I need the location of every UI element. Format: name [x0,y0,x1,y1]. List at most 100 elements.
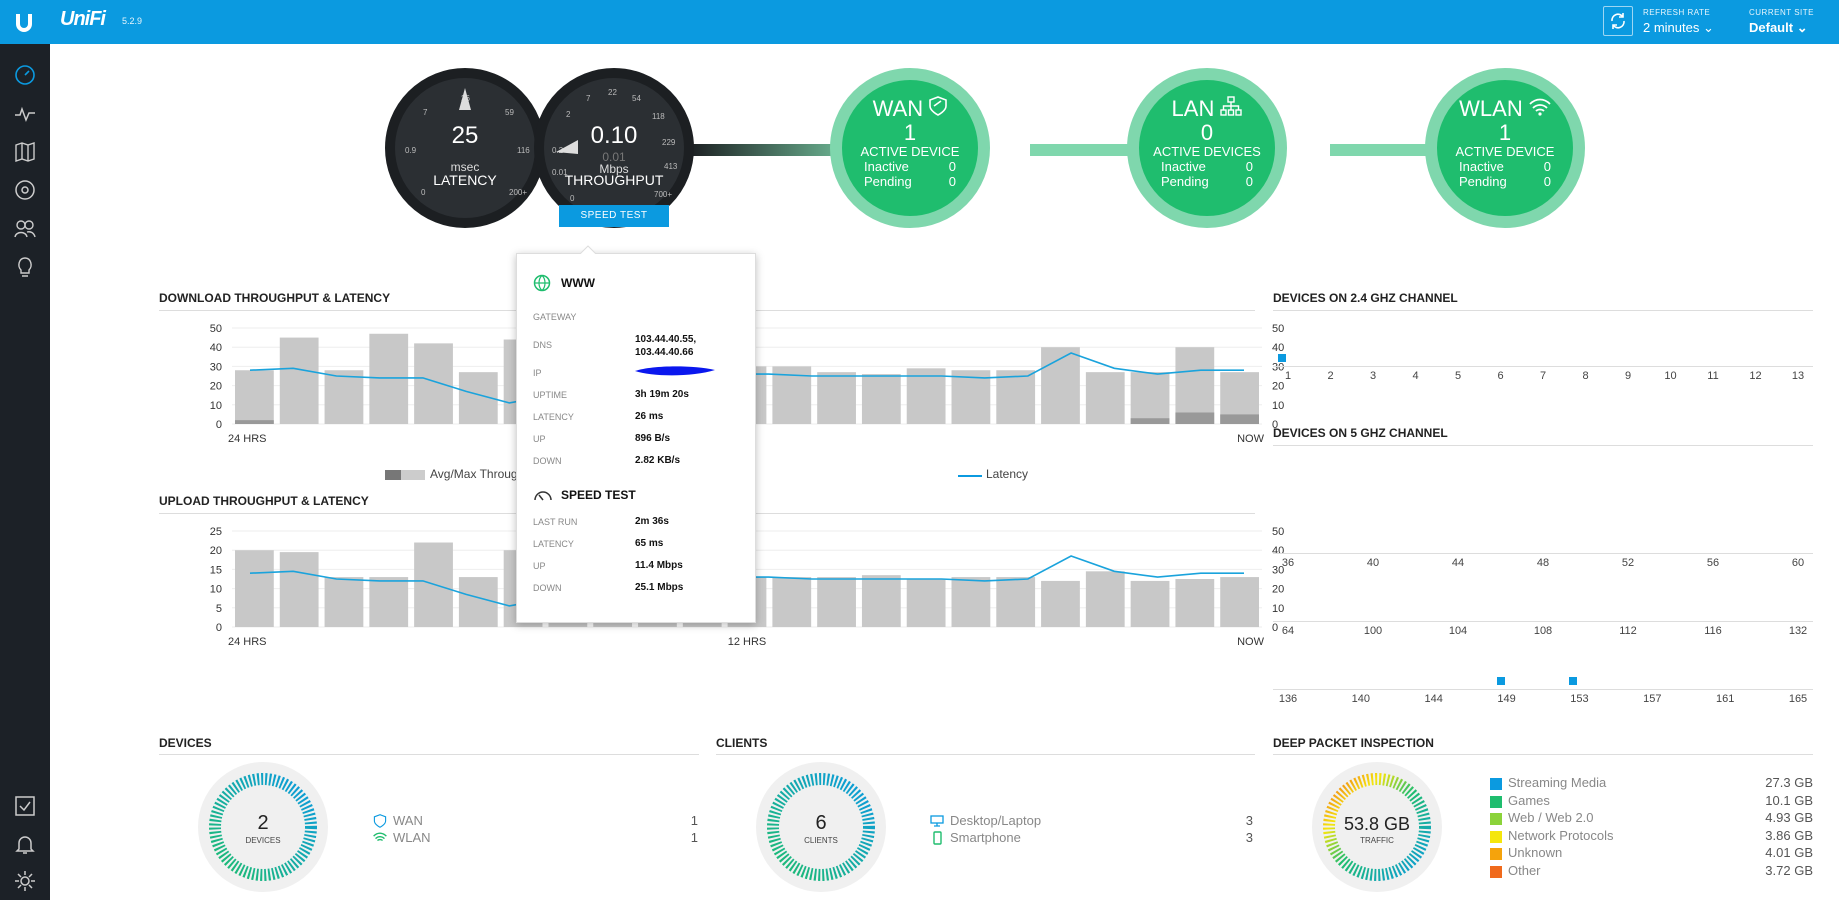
dpi-category-value: 4.01 GB [1765,845,1813,860]
channel-24-label: 11 [1707,370,1719,382]
y-tick-label: 10 [210,584,222,596]
wlan-count: 1 [1498,120,1512,145]
current-site-label: CURRENT SITE [1749,8,1814,17]
throughput-max-bar [1085,372,1125,424]
insights-icon[interactable] [13,255,37,279]
current-site-value: Default [1749,20,1794,35]
current-site-dropdown[interactable]: Default ⌄ [1749,20,1808,36]
tick-label: 0.01 [552,168,568,177]
y-tick-label: 0 [216,622,222,634]
tick-label: 0 [570,194,575,203]
alerts-check-icon[interactable] [13,794,37,818]
legend-throughput-label: Avg/Max Throug [430,467,518,481]
dpi-color-swatch [1490,795,1502,808]
throughput-max-bar [235,370,274,424]
dns-value-2: 103.44.40.66 [635,347,694,358]
channel-device-marker[interactable] [1569,677,1578,685]
throughput-avg-bar [1220,414,1259,424]
throughput-max-bar [1220,577,1259,627]
st-latency-label: LATENCY [533,539,574,549]
dpi-color-swatch [1490,848,1502,860]
channel-baseline [1273,366,1813,367]
devices-ring [209,773,317,881]
dns-value-1: 103.44.40.55, [635,334,697,345]
throughput-max-bar [235,550,274,627]
channel-baseline [1273,621,1813,622]
dpi-total: 53.8 GB [1343,814,1411,834]
throughput-max-bar [1130,372,1170,424]
pending-label: Pending [864,174,912,189]
throughput-max-bar [324,577,364,627]
dpi-category-value: 10.1 GB [1765,792,1813,808]
tick-label: 54 [632,94,641,103]
x-label: NOW [1237,636,1265,648]
pending-count: 0 [1543,174,1551,189]
shield-icon [373,814,387,828]
throughput-max-bar [772,577,812,627]
channel-24-label: 10 [1664,370,1677,382]
last-run-value: 2m 36s [635,516,669,527]
ubiquiti-logo-icon[interactable] [10,8,38,36]
x-label: 24 HRS [228,636,267,648]
uptime-value: 3h 19m 20s [635,389,689,400]
divider [1273,754,1813,755]
y2-tick-label: 10 [1272,603,1284,615]
devices-icon[interactable] [13,178,37,202]
refresh-rate-dropdown[interactable]: 2 minutes ⌄ [1643,20,1714,36]
channel-5-label: 165 [1788,693,1808,705]
dpi-category-value: 4.93 GB [1765,810,1813,825]
popover-arrow [580,245,596,254]
inactive-label: Inactive [1161,159,1206,174]
dpi-title: DEEP PACKET INSPECTION [1273,736,1434,750]
st-up-label: UP [533,561,546,571]
latency-value: 26 ms [635,411,664,422]
clients-icon[interactable] [13,216,37,240]
throughput-max-bar [951,577,991,627]
channel-baseline [1273,689,1813,690]
client-row-desktop-label: Desktop/Laptop [950,813,1042,828]
statistics-icon[interactable] [13,102,37,126]
y-tick-label: 20 [210,545,222,557]
throughput-value: 0.10 [590,122,638,149]
channel-5-label: 40 [1366,557,1380,569]
dpi-label: TRAFFIC [1360,836,1394,845]
lan-status-card[interactable]: LAN 0 ACTIVE DEVICES Inactive 0 Pending 0 [1127,68,1287,228]
gateway-label: GATEWAY [533,312,577,322]
y2-tick-label: 30 [1272,564,1284,576]
channel-24-label: 2 [1327,370,1334,382]
legend-latency-label: Latency [986,467,1029,481]
refresh-button[interactable] [1603,6,1633,36]
throughput-max-bar [817,577,856,627]
throughput-avg-bar [235,420,274,424]
dashboard-icon[interactable] [13,63,37,87]
throughput-max-bar [324,370,364,424]
channel-5-label: 136 [1278,693,1298,705]
notifications-bell-icon[interactable] [13,832,37,856]
throughput-max-bar [369,333,409,424]
wan-status-card[interactable]: WAN 1 ACTIVE DEVICE Inactive 0 Pending 0 [830,68,990,228]
speed-test-button[interactable]: SPEED TEST [559,205,669,227]
client-row-desktop-value: 3 [1245,813,1253,828]
lan-count: 0 [1200,120,1214,145]
channel-device-marker[interactable] [1496,677,1505,685]
latency-dial: 0 0.9 7 26 59 116 200+ 25 msec LATENCY [385,68,545,228]
y2-tick-label: 50 [1272,526,1284,538]
ip-redaction-scribble [635,366,715,376]
wifi-icon [1529,98,1551,116]
channel-24-label: 8 [1582,370,1589,382]
wlan-status-card[interactable]: WLAN 1 ACTIVE DEVICE Inactive 0 Pending 0 [1425,68,1585,228]
throughput-max-bar [1130,580,1170,627]
channel-5-label: 161 [1715,693,1735,705]
map-icon[interactable] [13,140,37,164]
throughput-avg-bar [1175,412,1215,424]
throughput-max-bar [1041,580,1080,627]
y-tick-label: 15 [210,564,222,576]
speed-test-title: SPEED TEST [561,488,636,502]
tick-label: 7 [586,94,591,103]
device-row-wan-value: 1 [690,813,698,828]
throughput-max-bar [996,577,1036,627]
y-tick-label: 25 [210,526,222,538]
channel-device-marker[interactable] [1278,354,1286,362]
channel-5-label: 153 [1570,693,1589,705]
settings-gear-icon[interactable] [13,869,37,893]
